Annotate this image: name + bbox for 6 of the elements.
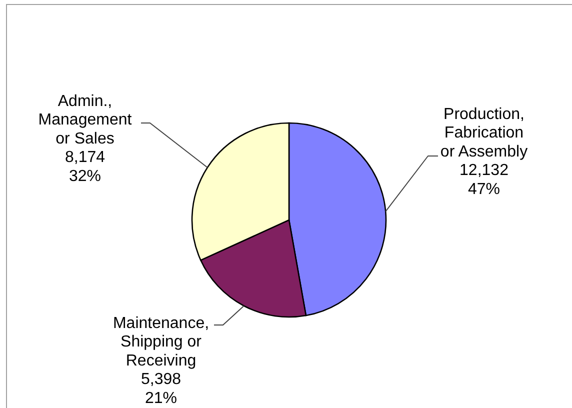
slice-label: Maintenance, Shipping or Receiving [112, 315, 210, 370]
data-label: 8,174 32% [64, 149, 106, 185]
data-label: 12,132 47% [460, 162, 509, 198]
slice-label: Admin., Management or Sales [38, 93, 132, 148]
slice-label: Production, Fabrication or Assembly [440, 106, 528, 160]
data-label: 5,398 21% [140, 371, 182, 407]
